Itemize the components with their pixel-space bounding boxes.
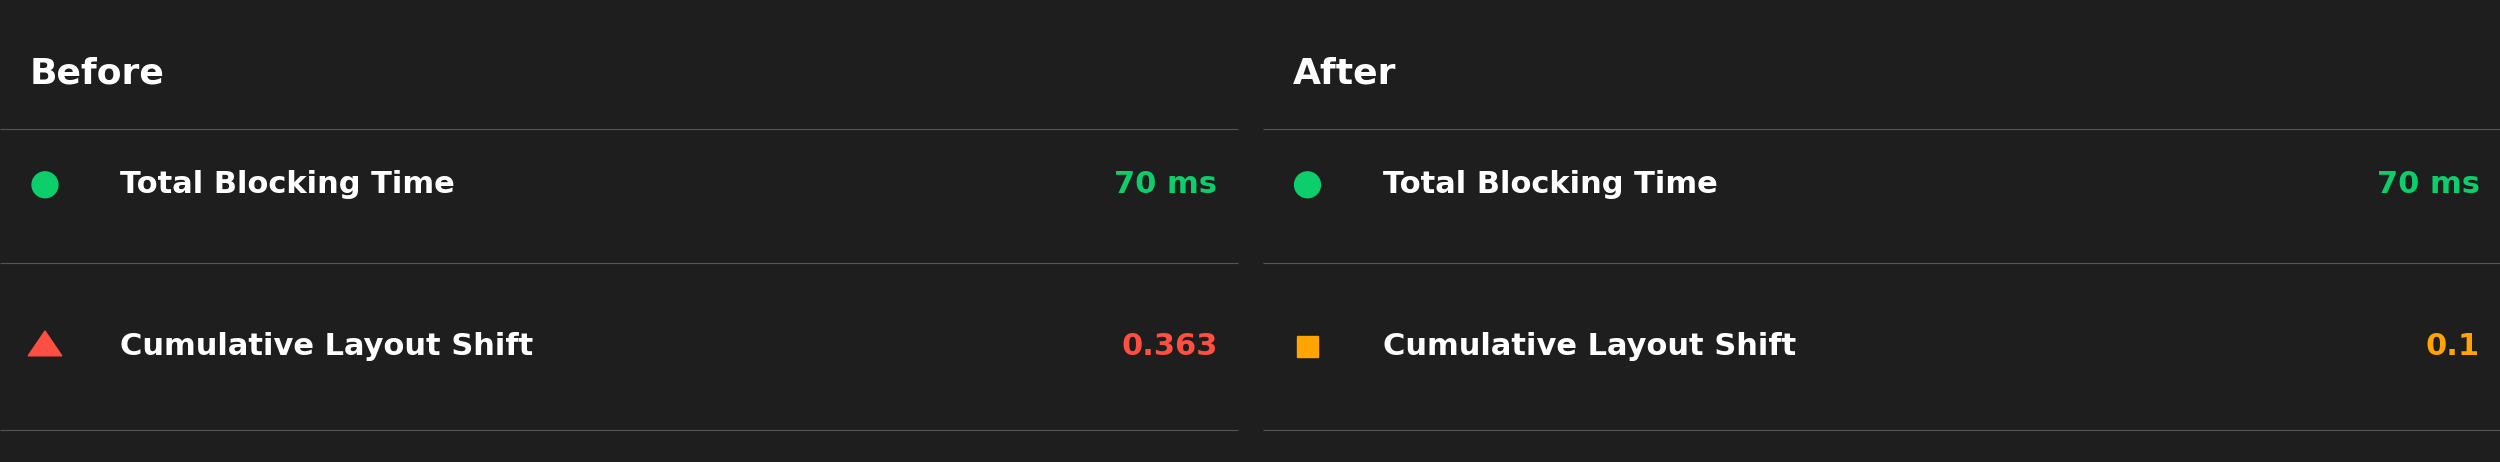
Text: 70 ms: 70 ms xyxy=(1115,170,1218,199)
Text: Cumulative Layout Shift: Cumulative Layout Shift xyxy=(1383,332,1795,361)
Text: 70 ms: 70 ms xyxy=(2378,170,2480,199)
Bar xyxy=(1298,335,1318,358)
Text: 0.1: 0.1 xyxy=(2425,332,2480,361)
Text: Total Blocking Time: Total Blocking Time xyxy=(120,170,455,199)
Polygon shape xyxy=(28,331,63,356)
Text: Total Blocking Time: Total Blocking Time xyxy=(1383,170,1718,199)
Text: Cumulative Layout Shift: Cumulative Layout Shift xyxy=(120,332,532,361)
Text: 0.363: 0.363 xyxy=(1120,332,1218,361)
Ellipse shape xyxy=(32,172,58,198)
Ellipse shape xyxy=(1295,172,1320,198)
Text: After: After xyxy=(1292,57,1395,91)
Text: Before: Before xyxy=(30,57,165,91)
